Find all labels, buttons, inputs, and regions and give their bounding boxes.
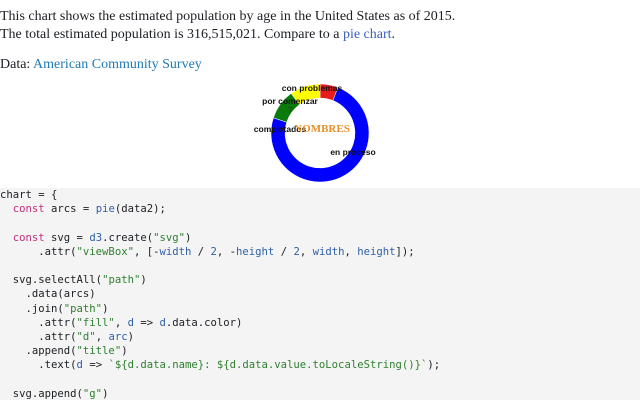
data-source: Data: American Community Survey (0, 56, 640, 74)
slice-label-completados: completados (254, 124, 307, 134)
slice-value-por-comenzar: 7 (288, 106, 293, 115)
code-line (0, 372, 640, 386)
description-line-2: The total estimated population is 316,51… (0, 26, 640, 44)
code-line: .join("path") (0, 302, 109, 315)
code-line: .data(arcs) (0, 288, 96, 301)
pie-chart-link[interactable]: pie chart (342, 27, 392, 42)
description-line-2-text: The total estimated population is 316,51… (0, 27, 343, 42)
code-line: .attr("viewBox", [-width / 2, -height / … (0, 245, 415, 258)
code-line: const arcs = pie(data2); (12, 203, 166, 216)
code-line (0, 259, 640, 273)
slice-por-comenzar[interactable]: por comenzar (290, 83, 321, 106)
description-line-2-end: . (391, 27, 396, 42)
slice-label-por-comenzar: por comenzar (262, 96, 318, 106)
code-block: chart = { const arcs = pie(data2); const… (0, 188, 640, 400)
code-line: svg.append("g") (0, 387, 109, 400)
data-source-label: Data: (0, 57, 34, 72)
code-line: .append("title") (0, 345, 128, 358)
description-line-1: This chart shows the estimated populatio… (0, 9, 456, 24)
donut-center-label: NOMBRES (294, 123, 350, 135)
donut-chart: con problemas en proceso completados por co… (0, 80, 640, 190)
code-line: svg.selectAll("path") (0, 274, 147, 287)
code-line (0, 216, 640, 230)
code-line: const svg = d3.create("svg") (12, 231, 192, 244)
code-line: chart = { (0, 189, 58, 201)
code-line: .attr("d", arc) (0, 330, 134, 343)
slice-label-con-problemas: con problemas (282, 83, 343, 93)
code-line: .attr("fill", d => d.data.color) (0, 316, 243, 329)
slice-en-proceso[interactable]: en proceso (270, 87, 370, 183)
american-community-survey-link[interactable]: American Community Survey (33, 57, 202, 72)
description: This chart shows the estimated populatio… (0, 8, 640, 74)
code-line: .text(d => `${d.data.name}: ${d.data.val… (0, 359, 441, 372)
slice-label-en-proceso: en proceso (330, 147, 375, 157)
